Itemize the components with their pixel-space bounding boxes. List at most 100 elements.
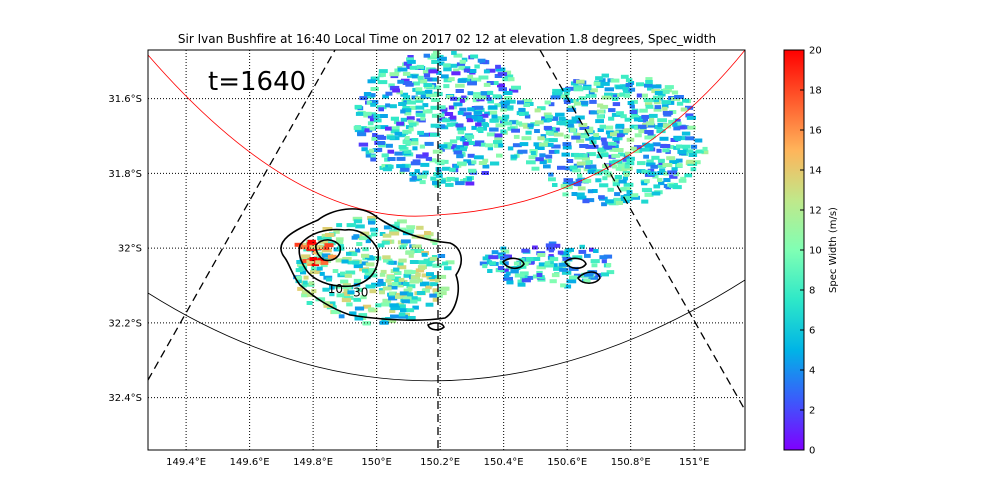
echo-cell — [453, 150, 463, 155]
echo-cell — [615, 85, 623, 90]
radar-echo-cells — [293, 50, 709, 326]
echo-cell — [657, 122, 667, 127]
echo-cell — [525, 257, 534, 261]
echo-cell — [398, 258, 407, 263]
echo-cell — [340, 271, 346, 276]
echo-cell — [371, 136, 378, 141]
echo-cell — [571, 135, 581, 140]
echo-cell — [627, 101, 635, 105]
echo-cell — [513, 134, 520, 139]
echo-cell — [428, 69, 439, 74]
echo-cell — [473, 110, 483, 115]
echo-cell — [612, 182, 620, 187]
echo-cell — [343, 288, 350, 293]
echo-cell — [672, 185, 682, 190]
echo-cell — [432, 50, 440, 55]
echo-cell — [532, 245, 538, 250]
echo-cell — [360, 295, 367, 300]
echo-cell — [443, 67, 452, 72]
echo-cell — [321, 248, 332, 253]
echo-cell — [357, 132, 367, 137]
echo-cell — [456, 145, 464, 150]
echo-cell — [550, 95, 561, 100]
echo-cell — [602, 176, 608, 181]
echo-cell — [651, 191, 661, 196]
echo-cell — [652, 95, 663, 100]
echo-cell — [670, 138, 679, 142]
echo-cell — [685, 113, 694, 118]
echo-cell — [364, 271, 373, 276]
radial-line-1 — [148, 50, 336, 381]
echo-cell — [389, 72, 400, 77]
echo-cell — [354, 104, 362, 109]
echo-cell — [524, 275, 534, 280]
echo-cell — [406, 284, 416, 289]
echo-cell — [593, 81, 602, 86]
echo-cell — [524, 259, 531, 264]
echo-cell — [548, 138, 558, 143]
echo-cell — [473, 142, 481, 147]
echo-cell — [597, 128, 604, 132]
y-tick-label: 31.6°S — [108, 94, 142, 105]
echo-cell — [617, 162, 626, 167]
echo-cell — [367, 216, 377, 220]
echo-cell — [401, 108, 412, 113]
echo-cell — [416, 64, 425, 69]
echo-cell — [599, 124, 606, 129]
echo-cell — [398, 102, 407, 106]
echo-cell — [435, 278, 441, 283]
echo-cell — [415, 96, 424, 101]
echo-cell — [644, 130, 654, 134]
echo-cell — [558, 262, 569, 267]
echo-cell — [613, 197, 622, 202]
echo-cell — [573, 132, 579, 137]
echo-cell — [618, 152, 624, 157]
echo-cell — [389, 309, 396, 313]
echo-cell — [534, 108, 541, 113]
echo-cell — [324, 243, 334, 248]
echo-cell — [607, 134, 613, 139]
echo-cell — [472, 98, 480, 103]
echo-cell — [344, 273, 352, 278]
echo-cell — [352, 260, 360, 265]
echo-cell — [545, 131, 554, 136]
echo-cell — [548, 177, 556, 182]
echo-cell — [398, 277, 405, 282]
echo-cell — [449, 167, 456, 172]
echo-cell — [510, 269, 519, 274]
echo-cell — [370, 154, 376, 159]
echo-cell — [671, 167, 678, 172]
echo-cell — [576, 161, 586, 166]
echo-cell — [544, 100, 551, 105]
echo-cell — [378, 288, 385, 293]
echo-cell — [457, 161, 467, 166]
contour-east-1 — [501, 257, 525, 270]
echo-cell — [437, 56, 447, 61]
echo-cell — [521, 248, 530, 253]
echo-cell — [461, 66, 471, 71]
echo-cell — [415, 90, 425, 95]
echo-cell — [390, 129, 400, 134]
echo-cell — [368, 112, 377, 117]
echo-cell — [569, 165, 578, 170]
echo-cell — [601, 141, 608, 146]
echo-cell — [401, 239, 411, 244]
echo-cell — [457, 78, 467, 83]
echo-cell — [502, 91, 513, 95]
echo-cell — [479, 261, 488, 266]
echo-cell — [615, 166, 622, 171]
echo-cell — [607, 141, 617, 146]
echo-cell — [482, 164, 490, 169]
echo-cell — [424, 89, 433, 94]
echo-cell — [306, 292, 314, 297]
echo-cell — [371, 282, 381, 287]
echo-cell — [641, 181, 648, 186]
echo-cell — [380, 302, 391, 307]
echo-cell — [510, 154, 518, 159]
echo-cell — [600, 104, 609, 109]
echo-cell — [630, 146, 637, 151]
echo-cell — [562, 185, 573, 190]
echo-cell — [367, 121, 374, 126]
echo-cell — [404, 111, 412, 116]
echo-cell — [531, 166, 540, 171]
